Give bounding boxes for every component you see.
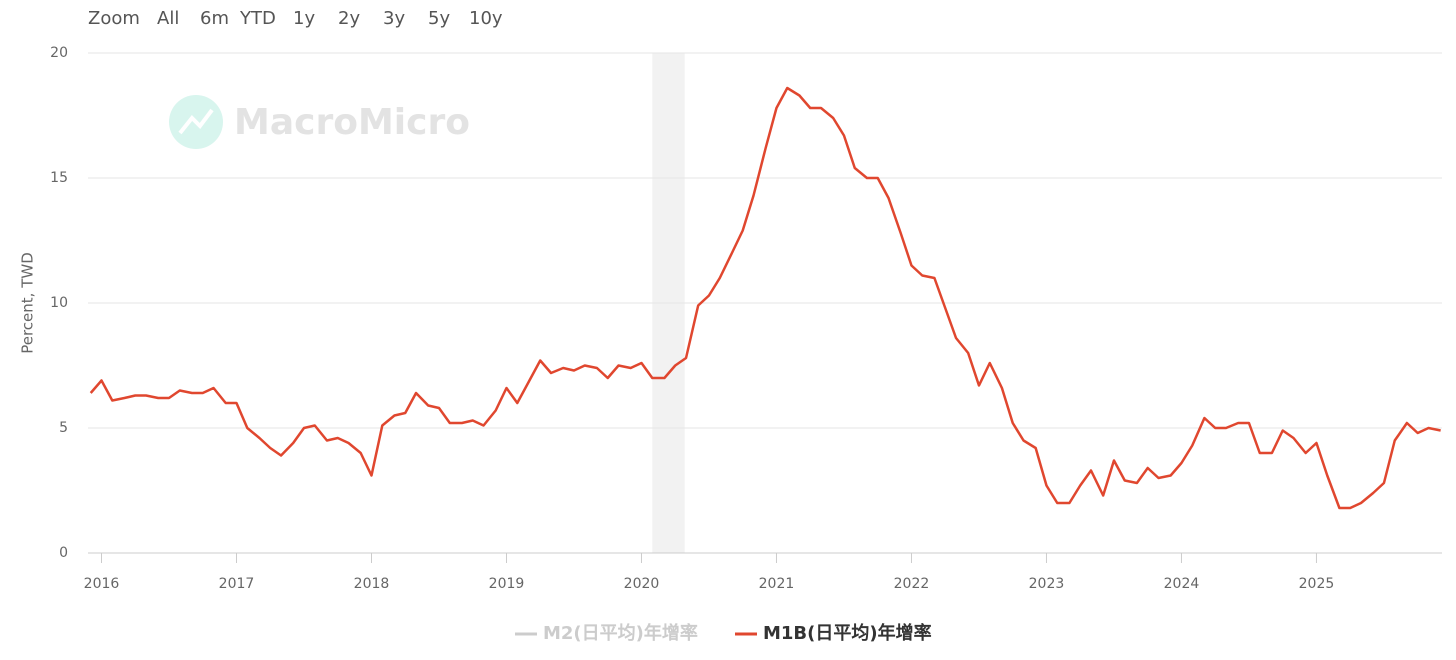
series-line — [89, 86, 1441, 510]
legend-label[interactable]: M2(日平均)年增率 — [543, 622, 698, 644]
x-tick-label: 2018 — [354, 576, 390, 592]
legend-label[interactable]: M1B(日平均)年增率 — [763, 622, 932, 644]
x-tick-label: 2020 — [624, 576, 660, 592]
y-tick-label: 5 — [59, 420, 68, 436]
y-axis-label: Percent, TWD — [19, 252, 37, 354]
y-tick-label: 20 — [50, 45, 68, 61]
watermark-logo-mark — [178, 108, 214, 135]
y-tick-label: 0 — [59, 545, 68, 561]
x-tick-label: 2019 — [489, 576, 525, 592]
x-tick-label: 2021 — [759, 576, 795, 592]
zoom-label: Zoom — [88, 8, 140, 29]
range-button[interactable]: 6m — [200, 8, 229, 29]
range-button[interactable]: All — [157, 8, 179, 29]
x-tick-label: 2023 — [1029, 576, 1065, 592]
x-tick-label: 2016 — [84, 576, 120, 592]
x-tick-label: 2022 — [894, 576, 930, 592]
watermark: MacroMicro — [234, 102, 470, 143]
range-button[interactable]: 1y — [293, 8, 315, 29]
range-button[interactable]: 10y — [469, 8, 503, 29]
range-button[interactable]: 5y — [428, 8, 450, 29]
x-tick-label: 2017 — [219, 576, 255, 592]
range-button[interactable]: 3y — [383, 8, 405, 29]
range-button[interactable]: YTD — [239, 8, 276, 29]
x-tick-label: 2024 — [1164, 576, 1200, 592]
y-tick-label: 15 — [50, 170, 68, 186]
x-tick-label: 2025 — [1299, 576, 1335, 592]
y-tick-label: 10 — [50, 295, 68, 311]
range-button[interactable]: 2y — [338, 8, 360, 29]
